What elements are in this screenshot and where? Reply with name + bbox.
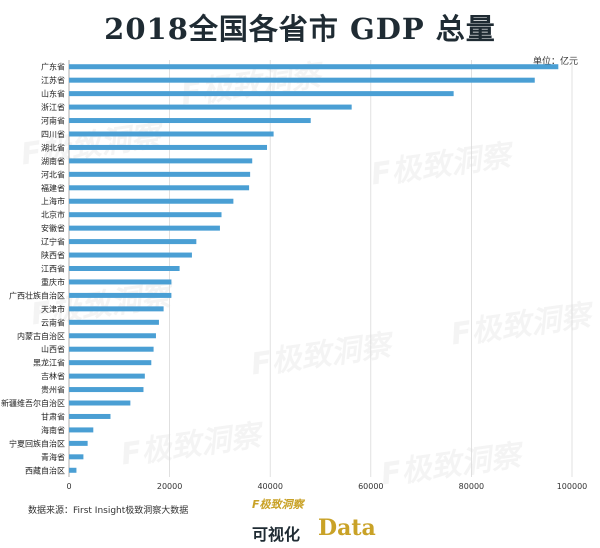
bar: [69, 454, 84, 460]
bar: [69, 373, 145, 379]
bar: [69, 360, 152, 366]
y-category-label: 江西省: [41, 264, 65, 274]
y-category-label: 吉林省: [41, 371, 65, 381]
bar: [69, 239, 197, 245]
y-category-label: 青海省: [41, 452, 65, 462]
y-category-label: 陕西省: [41, 250, 65, 260]
y-category-label: 新疆维吾尔自治区: [1, 398, 65, 408]
y-category-label: 广西壮族自治区: [9, 290, 65, 300]
bar: [69, 413, 111, 419]
bar: [69, 252, 192, 258]
y-category-label: 宁夏回族自治区: [9, 438, 65, 448]
y-category-label: 四川省: [41, 129, 65, 139]
bar: [69, 387, 144, 393]
x-tick-label: 80000: [459, 482, 484, 491]
y-category-label: 辽宁省: [41, 237, 65, 247]
bar: [69, 319, 159, 325]
bar: [69, 91, 454, 97]
y-category-label: 黑龙江省: [33, 358, 65, 368]
y-category-label: 重庆市: [41, 277, 65, 287]
bar: [69, 225, 220, 231]
footer-data-word: Data: [318, 515, 376, 541]
y-category-label: 甘肃省: [41, 411, 65, 421]
y-category-label: 湖北省: [41, 142, 65, 152]
y-category-label: 北京市: [41, 210, 65, 220]
bar: [69, 400, 131, 406]
x-tick-label: 100000: [557, 482, 588, 491]
y-category-label: 西藏自治区: [25, 465, 65, 475]
x-tick-label: 0: [66, 482, 71, 491]
y-category-label: 山西省: [41, 344, 65, 354]
bar: [69, 158, 253, 164]
bar: [69, 467, 77, 473]
y-category-label: 海南省: [41, 425, 65, 435]
y-category-label: 浙江省: [41, 102, 65, 112]
bar: [69, 64, 559, 70]
y-category-label: 江苏省: [41, 75, 65, 85]
bar: [69, 346, 154, 352]
x-tick-label: 40000: [257, 482, 282, 491]
bar: [69, 185, 250, 191]
bar: [69, 279, 172, 285]
y-category-label: 广东省: [41, 62, 65, 72]
bar: [69, 427, 94, 433]
y-category-label: 河南省: [41, 116, 65, 126]
bar: [69, 266, 180, 271]
unit-label: 单位：亿元: [532, 57, 578, 67]
y-category-label: 贵州省: [41, 385, 65, 395]
bar: [69, 306, 164, 312]
bar: [69, 131, 274, 137]
y-category-label: 安徽省: [41, 223, 65, 233]
bar: [69, 171, 251, 177]
footer-brand: F极致洞察: [252, 498, 304, 511]
y-category-label: 内蒙古自治区: [17, 331, 65, 341]
bar: [69, 198, 234, 204]
y-category-label: 福建省: [41, 183, 65, 193]
bar: [69, 118, 311, 124]
bar: [69, 292, 172, 298]
y-category-label: 云南省: [41, 317, 65, 327]
y-category-label: 山东省: [41, 89, 65, 99]
bar: [69, 333, 156, 339]
y-category-label: 天津市: [41, 304, 65, 314]
source-note: 数据来源：First Insight极致洞察大数据: [28, 506, 189, 516]
x-tick-label: 20000: [157, 482, 182, 491]
footer-text: 可视化: [252, 525, 301, 544]
bar: [69, 212, 222, 218]
y-category-label: 湖南省: [41, 156, 65, 166]
bar: [69, 104, 352, 110]
x-tick-label: 60000: [358, 482, 383, 491]
bar: [69, 144, 268, 150]
bar: [69, 77, 535, 83]
y-category-label: 上海市: [41, 196, 65, 206]
bar: [69, 440, 88, 446]
chart-title: 2018全国各省市 GDP 总量: [104, 12, 496, 46]
y-category-label: 河北省: [41, 169, 65, 179]
